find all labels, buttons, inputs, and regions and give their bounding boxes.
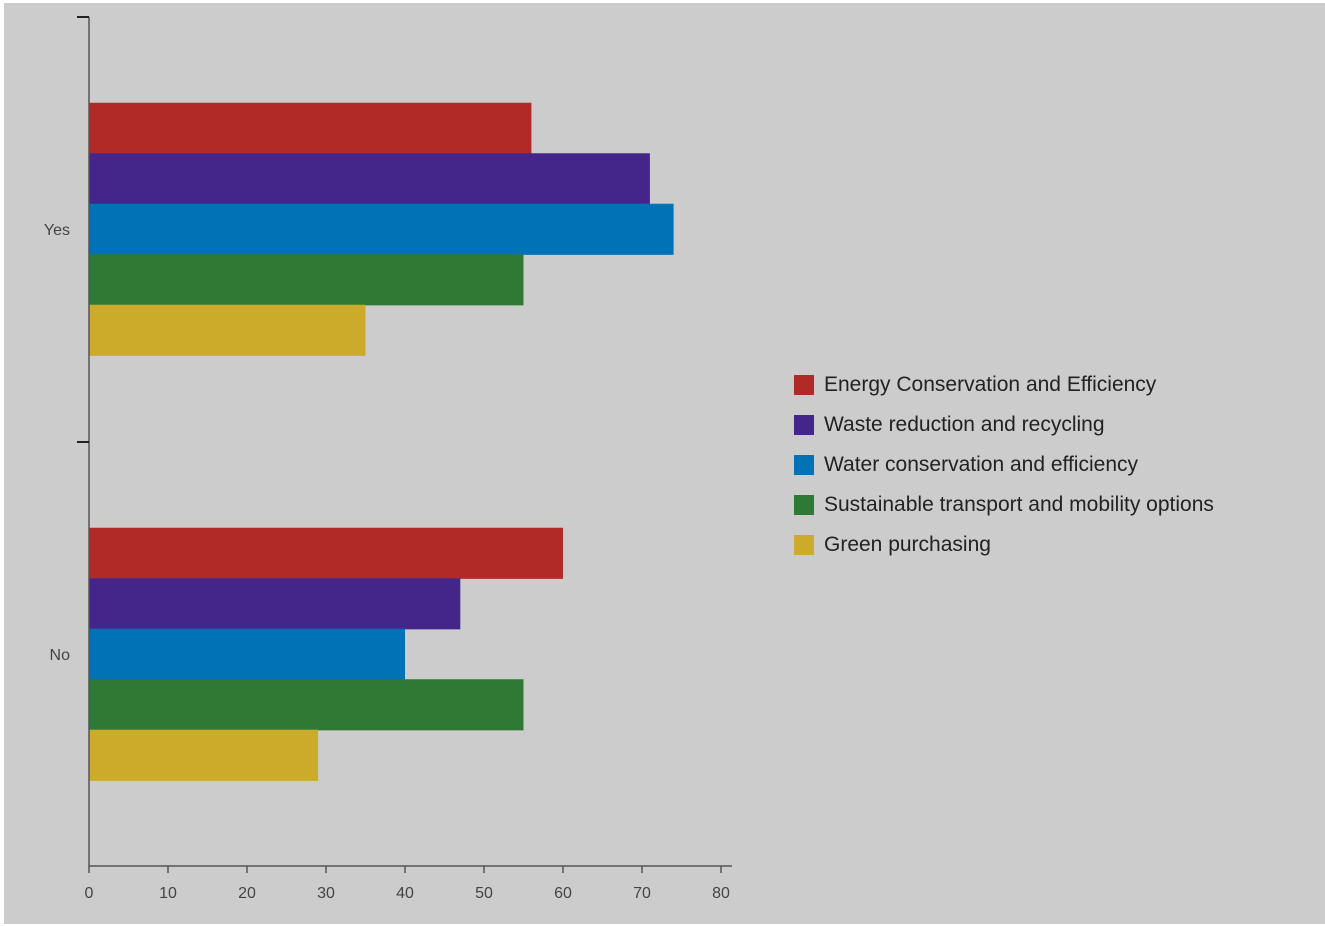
x-tick-label-70: 70 bbox=[633, 885, 651, 902]
legend-swatch bbox=[794, 535, 814, 555]
x-tick-label-20: 20 bbox=[238, 885, 256, 902]
legend-item: Energy Conservation and Efficiency bbox=[794, 365, 1214, 405]
bar-no-series-5 bbox=[89, 729, 319, 781]
bar-chart: 0 10 20 30 40 50 60 70 80 Yes No bbox=[44, 16, 732, 902]
x-tick-label-0: 0 bbox=[85, 885, 94, 902]
legend-label: Energy Conservation and Efficiency bbox=[824, 373, 1157, 396]
legend-label: Green purchasing bbox=[824, 533, 991, 556]
legend-label: Sustainable transport and mobility optio… bbox=[824, 493, 1214, 516]
x-tick-label-40: 40 bbox=[396, 885, 414, 902]
bar-no-series-3 bbox=[89, 628, 405, 680]
x-tick-label-10: 10 bbox=[159, 885, 177, 902]
legend-swatch bbox=[794, 375, 814, 395]
legend-item: Sustainable transport and mobility optio… bbox=[794, 485, 1214, 525]
legend-label: Water conservation and efficiency bbox=[824, 453, 1138, 476]
legend-swatch bbox=[794, 495, 814, 515]
bar-yes-series-5 bbox=[89, 304, 366, 356]
legend-item: Waste reduction and recycling bbox=[794, 405, 1214, 445]
legend-item: Green purchasing bbox=[794, 525, 1214, 565]
legend-swatch bbox=[794, 455, 814, 475]
x-tick-label-30: 30 bbox=[317, 885, 335, 902]
chart-legend: Energy Conservation and Efficiency Waste … bbox=[794, 365, 1214, 565]
y-category-label-no: No bbox=[50, 647, 71, 664]
bar-yes-series-4 bbox=[89, 254, 524, 306]
bar-yes-series-2 bbox=[89, 153, 650, 205]
y-category-label-yes: Yes bbox=[44, 222, 70, 239]
bar-no-series-2 bbox=[89, 578, 461, 630]
bar-no-series-4 bbox=[89, 679, 524, 731]
bar-yes-series-1 bbox=[89, 102, 532, 154]
legend-item: Water conservation and efficiency bbox=[794, 445, 1214, 485]
bar-yes-series-3 bbox=[89, 203, 674, 255]
x-tick-label-50: 50 bbox=[475, 885, 493, 902]
legend-swatch bbox=[794, 415, 814, 435]
legend-label: Waste reduction and recycling bbox=[824, 413, 1105, 436]
x-tick-label-80: 80 bbox=[712, 885, 730, 902]
chart-frame: 0 10 20 30 40 50 60 70 80 Yes No Energy Conservati… bbox=[4, 3, 1325, 924]
bar-no-series-1 bbox=[89, 527, 563, 579]
x-tick-label-60: 60 bbox=[554, 885, 572, 902]
